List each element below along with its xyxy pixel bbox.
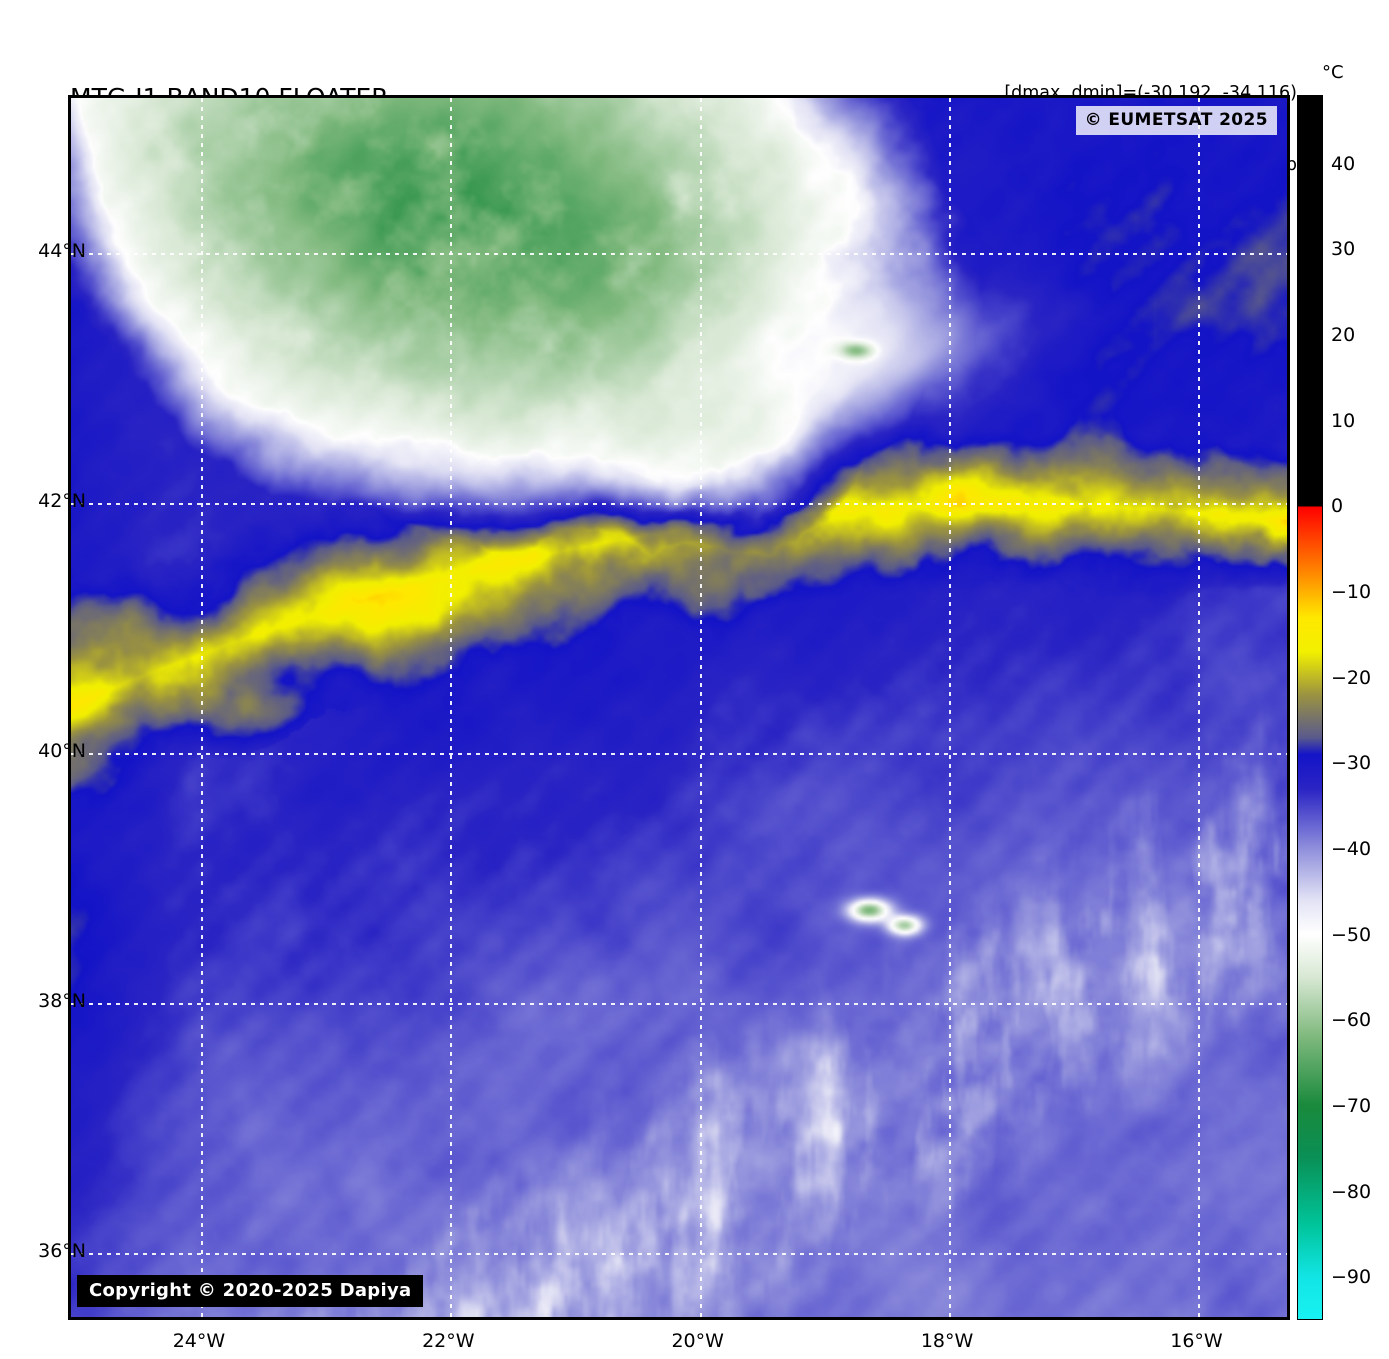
latitude-tick-label: 44°N [38,240,86,263]
colorbar-tick-label: 20 [1331,323,1356,346]
temperature-colorbar [1297,95,1323,1320]
colorbar-tick-label: −80 [1331,1180,1372,1203]
latitude-tick-label: 40°N [38,740,86,763]
satellite-imagery-canvas [71,98,1287,1317]
colorbar-tick-label: 40 [1331,152,1356,175]
longitude-tick-label: 18°W [920,1330,974,1352]
colorbar-tick-label: 10 [1331,409,1356,432]
longitude-tick-label: 24°W [172,1330,226,1352]
colorbar-tick-label: 30 [1331,238,1356,261]
colorbar-tick-label: −10 [1331,580,1372,603]
latitude-tick-label: 38°N [38,990,86,1013]
colorbar-tick-label: −50 [1331,923,1372,946]
longitude-tick-label: 16°W [1170,1330,1223,1352]
dapiya-copyright-badge: Copyright © 2020-2025 Dapiya [77,1275,424,1307]
colorbar-unit-label: °C [1322,62,1344,83]
satellite-image-plot: © EUMETSAT 2025 Copyright © 2020-2025 Da… [68,95,1290,1320]
colorbar-tick-label: −60 [1331,1009,1372,1032]
eumetsat-copyright-badge: © EUMETSAT 2025 [1075,106,1277,135]
colorbar-tick-label: −40 [1331,837,1372,860]
colorbar-gradient [1298,96,1322,1319]
latitude-tick-label: 42°N [38,490,86,513]
colorbar-tick-label: 0 [1331,495,1344,518]
longitude-tick-label: 20°W [671,1330,724,1352]
colorbar-tick-label: −90 [1331,1266,1372,1289]
colorbar-tick-label: −70 [1331,1094,1372,1117]
colorbar-tick-label: −20 [1331,666,1372,689]
longitude-tick-label: 22°W [422,1330,475,1352]
latitude-tick-label: 36°N [38,1240,86,1263]
colorbar-tick-label: −30 [1331,752,1372,775]
